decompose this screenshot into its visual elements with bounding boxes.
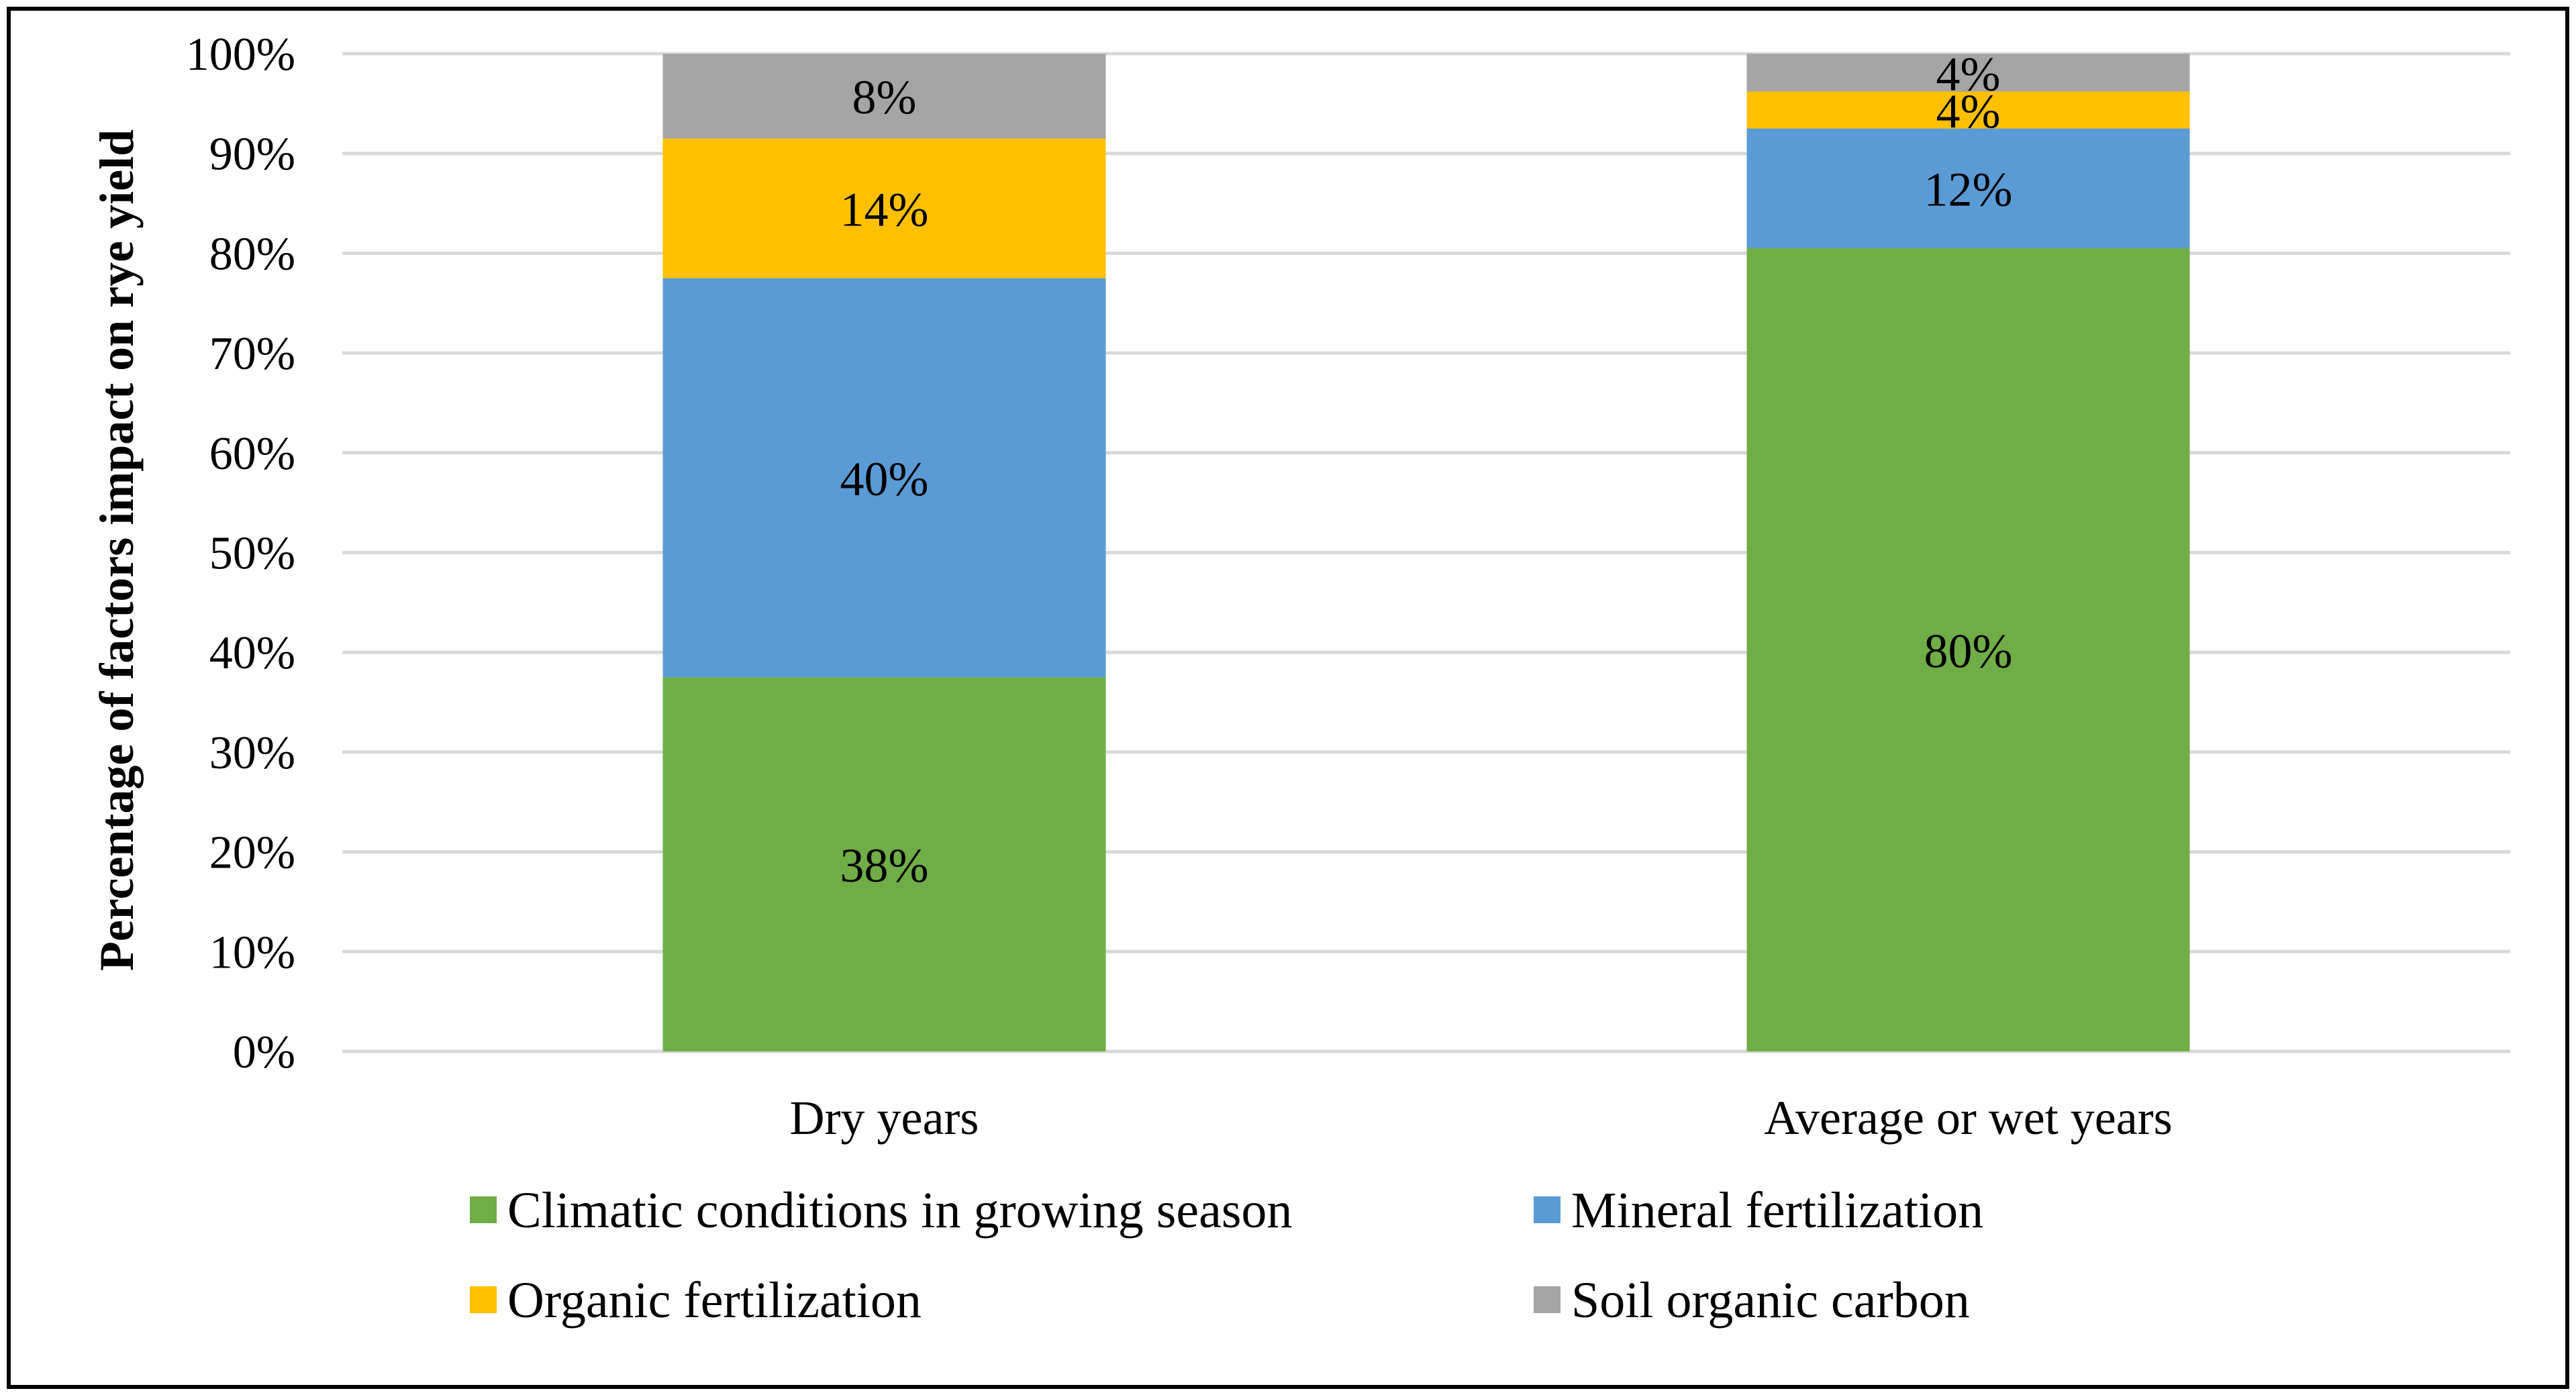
legend-swatch — [1534, 1196, 1561, 1223]
y-tick-label: 80% — [209, 228, 295, 280]
y-tick-label: 90% — [209, 129, 295, 180]
y-tick-labels: 0% 10% 20% 30% 40% 50% 60% 70% 80% 90% 100% — [186, 29, 295, 1078]
legend-swatch — [470, 1286, 497, 1313]
y-tick-label: 60% — [209, 428, 295, 480]
x-category-label: Dry years — [790, 1091, 979, 1145]
y-tick-label: 30% — [209, 727, 295, 779]
y-tick-label: 50% — [209, 528, 295, 580]
bar-segment — [1746, 128, 2190, 248]
y-tick-label: 20% — [209, 827, 295, 879]
bar-segment — [662, 677, 1106, 1051]
bar-segment — [662, 278, 1106, 678]
legend-swatch — [470, 1196, 497, 1223]
legend-label: Organic fertilization — [507, 1272, 922, 1329]
x-category-label: Average or wet years — [1764, 1091, 2172, 1145]
bars — [662, 54, 2190, 1052]
bar-segment — [1746, 91, 2190, 129]
legend-label: Climatic conditions in growing season — [507, 1182, 1292, 1239]
y-tick-label: 70% — [209, 328, 295, 380]
data-label: 8% — [852, 70, 917, 124]
x-category-labels: Dry years Average or wet years — [790, 1091, 2173, 1145]
data-label: 38% — [840, 839, 929, 892]
legend-label: Mineral fertilization — [1571, 1182, 1983, 1239]
data-labels: 38% 40% 14% 8% 80% 12% 4%4% — [840, 47, 2013, 892]
data-label: 4% — [1936, 85, 2001, 138]
bar-segment — [1746, 54, 2190, 92]
legend: Climatic conditions in growing season Min… — [470, 1182, 1983, 1329]
y-tick-label: 10% — [209, 927, 295, 978]
data-label: 14% — [840, 183, 929, 236]
y-tick-label: 100% — [186, 29, 295, 81]
legend-label: Soil organic carbon — [1571, 1272, 1970, 1329]
data-label: 4% — [1936, 47, 2001, 101]
data-label: 40% — [840, 452, 929, 506]
bar-segment — [1746, 248, 2190, 1052]
y-tick-label: 0% — [233, 1027, 295, 1078]
bar-segment — [662, 138, 1106, 278]
data-label: 12% — [1924, 163, 2013, 217]
y-tick-label: 40% — [209, 627, 295, 679]
data-label: 80% — [1924, 624, 2013, 678]
bar-segment — [662, 54, 1106, 139]
y-axis-title: Percentage of factors impact on rye yiel… — [90, 130, 144, 971]
legend-swatch — [1534, 1286, 1561, 1313]
